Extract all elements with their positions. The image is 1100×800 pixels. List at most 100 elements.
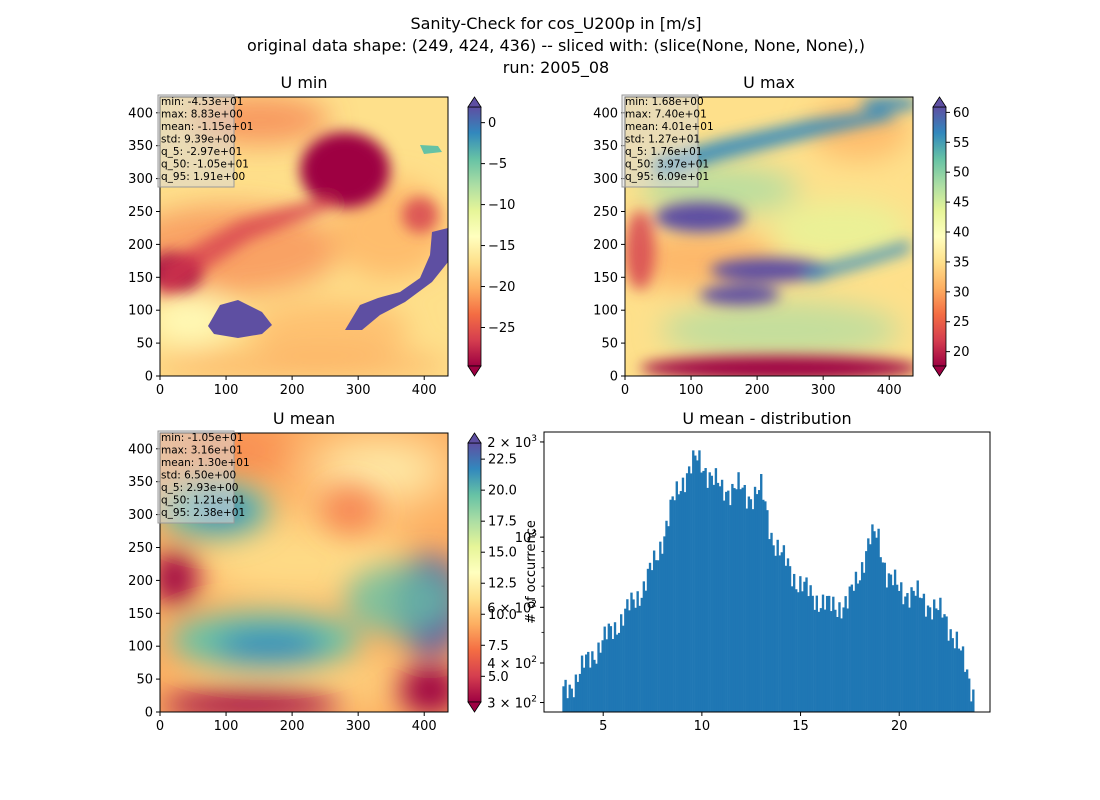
y-tick-label: 0 bbox=[610, 370, 618, 385]
y-tick-label: 0 bbox=[145, 370, 153, 385]
stats-line: q_50: 1.21e+01 bbox=[161, 495, 245, 507]
x-tick-label: 0 bbox=[156, 719, 164, 734]
y-tick-label: 350 bbox=[593, 139, 618, 154]
histogram-bar bbox=[830, 611, 833, 712]
histogram-bar bbox=[951, 638, 954, 712]
histogram-bar bbox=[867, 538, 870, 712]
y-tick-label: 200 bbox=[593, 238, 618, 253]
histogram-bar bbox=[902, 604, 905, 712]
histogram-bar bbox=[957, 648, 961, 712]
histogram-bar bbox=[601, 640, 604, 712]
histogram-bar bbox=[698, 450, 701, 712]
panel-title: U mean bbox=[273, 409, 335, 428]
y-tick-label: 300 bbox=[593, 172, 618, 187]
histogram-bar bbox=[846, 608, 849, 712]
histogram-bar bbox=[578, 673, 582, 712]
histogram-bar bbox=[704, 468, 707, 712]
y-tick-label: 400 bbox=[128, 442, 153, 457]
y-tick-label: 50 bbox=[136, 337, 153, 352]
histogram-bar bbox=[572, 697, 576, 712]
histogram-bar bbox=[564, 679, 567, 712]
histogram-bar bbox=[795, 589, 798, 712]
histogram-bar bbox=[650, 570, 654, 712]
x-tick-label: 400 bbox=[412, 383, 437, 398]
histogram-bar bbox=[953, 648, 956, 712]
histogram-bar bbox=[918, 597, 921, 712]
heatmap-blue-patches bbox=[208, 145, 448, 338]
histogram-bar bbox=[869, 544, 872, 712]
histogram-bar bbox=[881, 562, 884, 712]
histogram-bar bbox=[652, 550, 656, 712]
histogram-bar bbox=[622, 625, 625, 712]
figure-run-label: run: 2005_08 bbox=[503, 58, 609, 78]
colorbar-tick-label: −20 bbox=[488, 280, 515, 295]
histogram-bar bbox=[774, 555, 777, 712]
histogram-bar bbox=[805, 577, 808, 712]
histogram-bar bbox=[817, 611, 821, 712]
stats-line: q_5: -2.97e+01 bbox=[161, 146, 242, 158]
stats-line: std: 6.50e+00 bbox=[161, 470, 236, 482]
histogram-bar bbox=[893, 569, 897, 712]
histogram-bar bbox=[700, 472, 703, 712]
colorbar-tick-label: 35 bbox=[953, 255, 970, 270]
histogram-bar bbox=[887, 573, 891, 712]
stats-line: q_95: 1.91e+00 bbox=[161, 171, 245, 183]
x-tick-label: 0 bbox=[156, 383, 164, 398]
colorbar-tick-label: 20 bbox=[953, 345, 970, 360]
stats-line: min: -4.53e+01 bbox=[161, 96, 243, 108]
colorbar-extend-max bbox=[932, 96, 947, 108]
y-tick-label: 200 bbox=[128, 238, 153, 253]
histogram-bar bbox=[642, 581, 646, 712]
histogram-bar bbox=[657, 560, 660, 712]
histogram-bar bbox=[807, 596, 810, 712]
stats-box-background bbox=[157, 430, 235, 524]
stats-line: max: 7.40e+01 bbox=[625, 109, 707, 121]
histogram-bar bbox=[696, 460, 699, 712]
histogram-bar bbox=[928, 607, 932, 712]
histogram-bar bbox=[644, 590, 648, 712]
histogram-bar bbox=[786, 558, 790, 712]
histogram-bar bbox=[617, 632, 621, 712]
histogram-bar bbox=[593, 659, 596, 712]
histogram-bar bbox=[727, 490, 730, 712]
histogram-bar bbox=[782, 545, 786, 712]
y-tick-label: 100 bbox=[128, 640, 153, 655]
y-tick-label: 250 bbox=[593, 205, 618, 220]
histogram-bar bbox=[665, 520, 668, 712]
histogram-bar bbox=[589, 667, 592, 712]
histogram-bar bbox=[562, 686, 565, 712]
histogram-bar bbox=[930, 619, 934, 712]
histogram-bar bbox=[692, 450, 695, 712]
colorbar-tick-label: −15 bbox=[488, 239, 515, 254]
x-axis: 5 10 15 20 bbox=[599, 712, 907, 734]
y-tick-label: 0 bbox=[145, 706, 153, 721]
y-axis: 3 × 102 4 × 102 6 × 102 103 2 × 103 bbox=[487, 434, 544, 712]
panel-u-mean-distribution: U mean - distribution # of occurrence 5 1… bbox=[487, 409, 991, 734]
histogram-bar bbox=[914, 595, 917, 712]
histogram-bar bbox=[568, 684, 571, 712]
histogram-bar bbox=[667, 526, 670, 712]
histogram-bar bbox=[757, 490, 761, 712]
histogram-bar bbox=[972, 689, 975, 712]
histogram-bar bbox=[722, 500, 726, 712]
histogram-bar bbox=[706, 487, 709, 712]
histogram-bar bbox=[669, 499, 672, 712]
x-tick-label: 400 bbox=[877, 383, 902, 398]
histogram-bar bbox=[858, 580, 862, 712]
stats-line: max: 3.16e+01 bbox=[161, 445, 243, 457]
x-tick-label: 200 bbox=[745, 383, 770, 398]
histogram-bar bbox=[836, 616, 839, 712]
histogram-bar bbox=[648, 562, 652, 712]
colorbar-tick-label: 7.5 bbox=[488, 639, 509, 654]
x-tick-label: 100 bbox=[214, 719, 239, 734]
histogram-bar bbox=[655, 560, 658, 712]
histogram-bar bbox=[762, 499, 765, 712]
histogram-bar bbox=[570, 688, 573, 712]
histogram-bar bbox=[924, 616, 928, 712]
histogram-bar bbox=[788, 566, 792, 712]
y-tick-label: 400 bbox=[128, 106, 153, 121]
stats-line: mean: 4.01e+01 bbox=[625, 121, 714, 133]
histogram-bar bbox=[815, 595, 819, 712]
histogram-bar bbox=[941, 617, 944, 712]
